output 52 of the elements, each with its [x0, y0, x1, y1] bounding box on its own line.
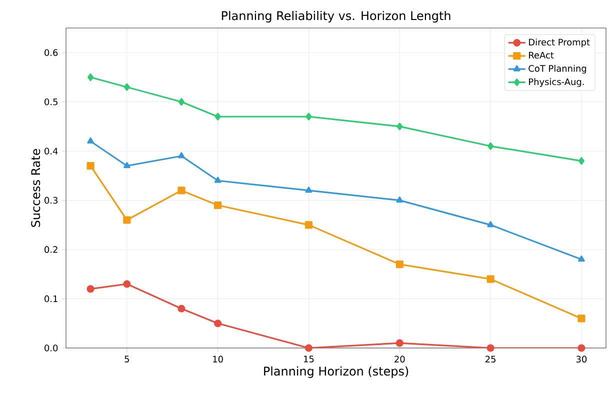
point — [396, 260, 404, 268]
point — [214, 176, 222, 183]
x-tick-label: 15 — [304, 356, 314, 362]
point — [178, 304, 186, 312]
point — [88, 73, 94, 82]
y-tick-label: 0.2 — [44, 246, 58, 253]
point — [86, 162, 94, 170]
point — [87, 137, 94, 144]
point — [124, 83, 130, 91]
x-axis-title: Planning Horizon (steps) — [264, 366, 408, 378]
point — [578, 157, 585, 165]
point — [486, 344, 494, 352]
point — [214, 112, 221, 120]
point — [396, 339, 404, 347]
point — [487, 221, 494, 228]
point — [396, 122, 403, 130]
y-tick-label: 0.5 — [44, 98, 58, 106]
point — [486, 275, 494, 283]
y-tick-label: 0.6 — [44, 49, 58, 56]
x-tick-label: 30 — [576, 356, 587, 363]
point — [86, 285, 94, 293]
point — [578, 344, 586, 352]
x-tick-label: 25 — [486, 356, 496, 363]
y-tick-label: 0.1 — [44, 295, 58, 302]
legend-label: ReAct — [529, 52, 554, 59]
legend-label: Direct Prompt — [529, 38, 590, 48]
y-axis-title: Success Rate — [31, 148, 40, 227]
y-tick-label: 0.0 — [44, 344, 58, 352]
legend-label: Physics-Aug. — [529, 78, 584, 87]
y-tick-label: 0.4 — [44, 148, 58, 154]
point — [178, 98, 184, 106]
point — [214, 320, 222, 328]
x-tick-label: 5 — [124, 356, 129, 362]
point — [178, 186, 186, 194]
x-tick-label: 10 — [213, 356, 223, 363]
point — [305, 186, 312, 193]
point — [123, 280, 131, 288]
point — [488, 142, 494, 150]
legend-label: CoT Planning — [528, 64, 586, 74]
chart-title: Planning Reliability vs. Horizon Length — [222, 10, 450, 23]
x-tick-label: 20 — [394, 356, 405, 363]
point — [124, 162, 130, 168]
point — [304, 221, 313, 229]
point — [178, 152, 185, 158]
point — [304, 344, 313, 352]
point — [306, 112, 312, 120]
point — [396, 196, 404, 203]
y-tick-label: 0.3 — [44, 196, 58, 204]
point — [578, 314, 586, 322]
point — [578, 256, 585, 262]
point — [214, 201, 222, 210]
point — [123, 216, 131, 224]
